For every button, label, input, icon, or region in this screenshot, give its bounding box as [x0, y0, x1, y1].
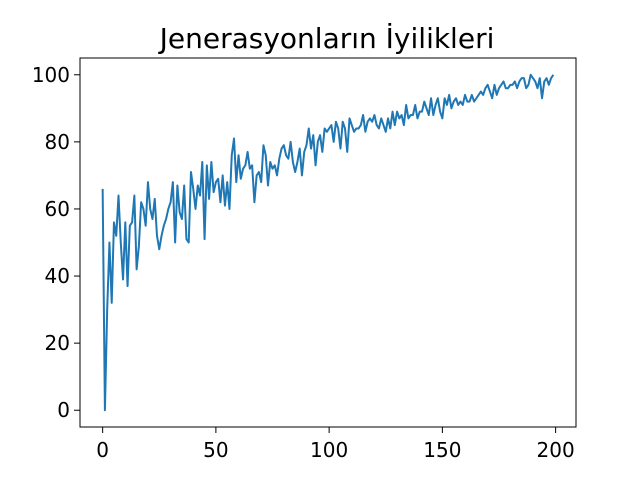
chart-title: Jenerasyonların İyilikleri	[158, 22, 495, 55]
series-line-0	[101, 73, 555, 412]
x-tick-label: 50	[203, 438, 228, 462]
y-tick-label: 0	[57, 398, 70, 422]
axes-frame	[79, 57, 577, 428]
y-tick-label: 20	[45, 331, 70, 355]
x-tick-label: 0	[96, 438, 109, 462]
x-tick-label: 100	[310, 438, 348, 462]
plot-area	[101, 73, 555, 412]
x-tick-label: 150	[423, 438, 461, 462]
x-tick-label: 200	[537, 438, 575, 462]
y-tick-label: 40	[45, 264, 70, 288]
y-tick-label: 60	[45, 197, 70, 221]
axis-ticks: 0 50 100 150 200 0 20 40 60 80 100	[32, 63, 575, 462]
y-tick-label: 100	[32, 63, 70, 87]
y-tick-label: 80	[45, 130, 70, 154]
